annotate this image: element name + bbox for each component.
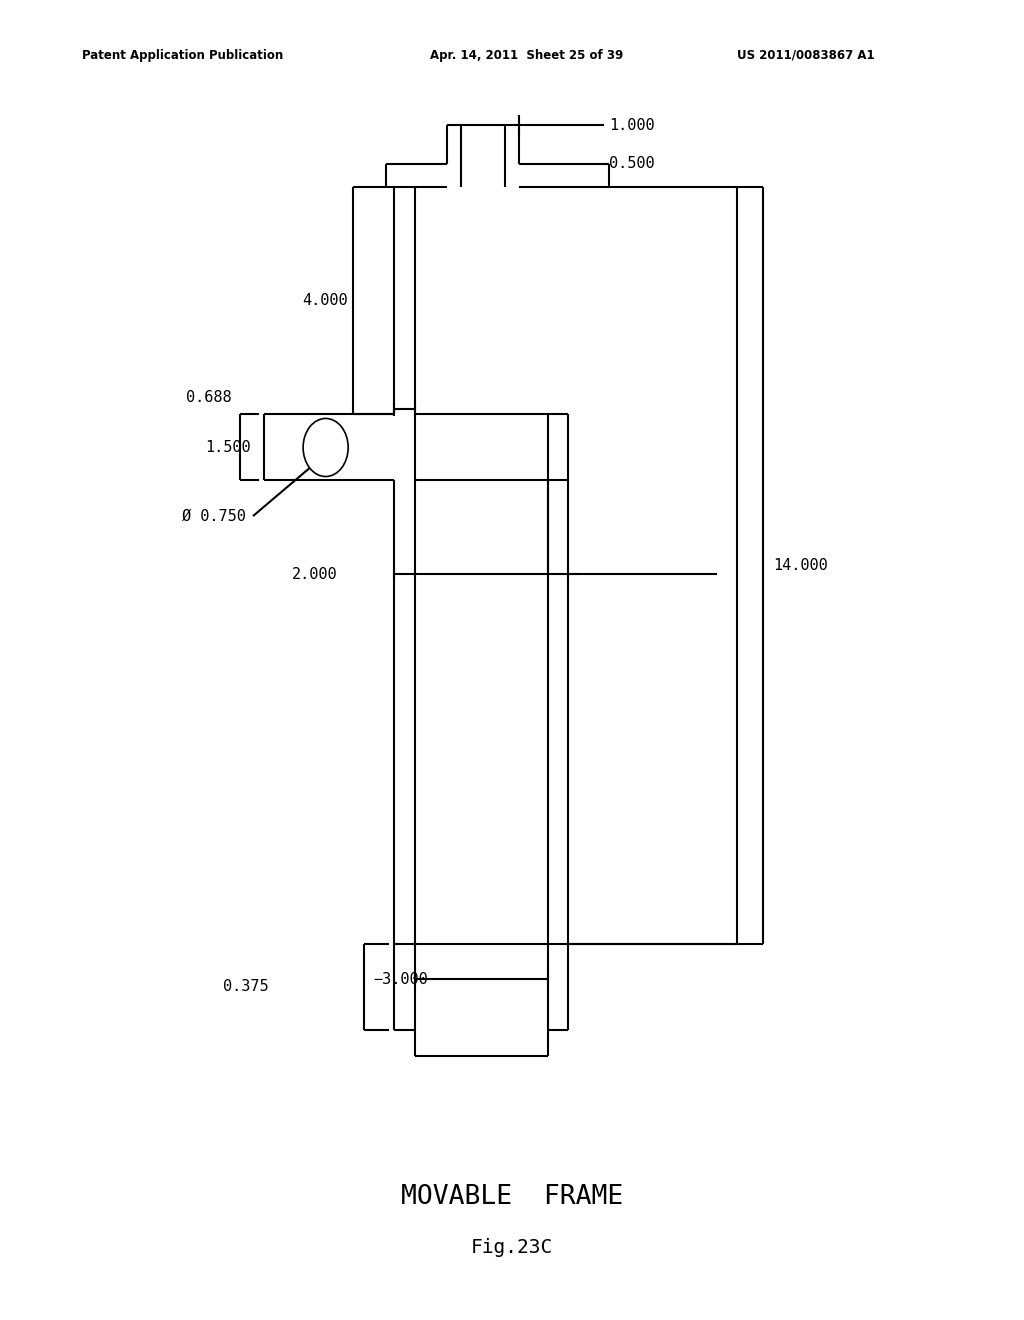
Text: Fig.23C: Fig.23C: [471, 1238, 553, 1257]
Text: Patent Application Publication: Patent Application Publication: [82, 49, 284, 62]
Text: 1.000: 1.000: [609, 117, 655, 133]
Text: 2.000: 2.000: [292, 566, 338, 582]
Text: −3.000−: −3.000−: [374, 972, 437, 987]
Text: 14.000: 14.000: [773, 558, 827, 573]
Text: 0.500: 0.500: [609, 156, 655, 172]
Text: 1.500: 1.500: [205, 440, 251, 455]
Text: Apr. 14, 2011  Sheet 25 of 39: Apr. 14, 2011 Sheet 25 of 39: [430, 49, 624, 62]
Text: 4.000: 4.000: [302, 293, 348, 309]
Text: 0.688: 0.688: [186, 391, 232, 405]
Text: Ø 0.750: Ø 0.750: [182, 508, 246, 524]
Text: MOVABLE  FRAME: MOVABLE FRAME: [400, 1184, 624, 1210]
Text: US 2011/0083867 A1: US 2011/0083867 A1: [737, 49, 874, 62]
Text: 0.375: 0.375: [223, 979, 269, 994]
